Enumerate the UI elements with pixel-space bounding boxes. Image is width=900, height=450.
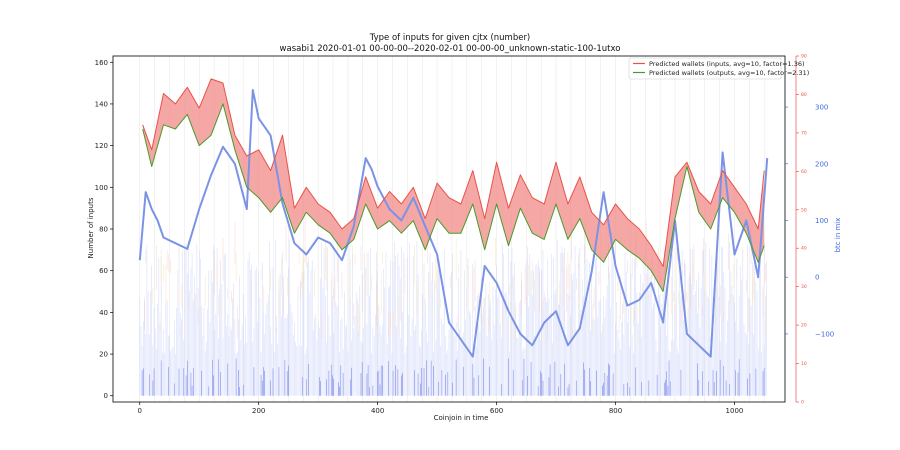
x-tick-label: 400 [371, 407, 384, 415]
right-inner-tick-label: 90 [801, 54, 807, 60]
y-tick-label: 60 [99, 267, 108, 275]
chart-title: Type of inputs for given cjtx (number) [369, 33, 531, 43]
y-tick-label: 100 [95, 184, 108, 192]
inputs-line [142, 78, 765, 267]
outputs-line [142, 103, 765, 292]
x-axis-label: Coinjoin in time [434, 414, 489, 422]
right-outer-tick-label: 300 [815, 104, 828, 112]
y-axis-label: Number of inputs [87, 197, 95, 258]
btc-in-mix-line [138, 89, 769, 358]
x-tick-label: 600 [490, 407, 503, 415]
right-outer-tick-label: 0 [815, 274, 819, 282]
chart-subtitle: wasabi1 2020-01-01 00-00-00--2020-02-01 … [280, 44, 621, 54]
y-axis-right-label: btc in mix [834, 218, 842, 253]
right-outer-tick-label: 200 [815, 160, 828, 168]
right-inner-tick-label: 60 [801, 169, 807, 175]
legend-entry: Predicted wallets (inputs, avg=10, facto… [649, 60, 805, 68]
input-bars [139, 216, 767, 396]
y-tick-label: 0 [104, 392, 108, 400]
right-inner-tick-label: 70 [801, 130, 807, 136]
legend-entry: Predicted wallets (outputs, avg=10, fact… [649, 69, 809, 77]
right-inner-tick-label: 0 [801, 400, 804, 406]
right-outer-tick-label: −100 [815, 330, 834, 338]
difference-area [142, 79, 765, 292]
axes: 0 200 400 600 800 100002040608010012014016001… [95, 54, 835, 416]
right-inner-tick-label: 20 [801, 323, 807, 329]
y-tick-label: 140 [95, 100, 108, 108]
inputs-outputs-area [142, 79, 765, 292]
right-inner-tick-label: 80 [801, 92, 807, 98]
x-tick-label: 0 [138, 407, 142, 415]
legend-box [628, 57, 782, 80]
right-inner-tick-label: 40 [801, 246, 807, 252]
y-tick-label: 120 [95, 142, 108, 150]
series-lines [138, 78, 769, 358]
y-tick-label: 40 [99, 309, 108, 317]
x-tick-label: 1000 [726, 407, 744, 415]
x-tick-label: 800 [609, 407, 622, 415]
y-tick-label: 20 [99, 351, 108, 359]
right-inner-tick-label: 10 [801, 361, 807, 367]
y-tick-label: 160 [95, 59, 108, 67]
right-inner-tick-label: 50 [801, 207, 807, 213]
right-inner-tick-label: 30 [801, 284, 807, 290]
legend: Predicted wallets (inputs, avg=10, facto… [628, 57, 809, 80]
x-tick-label: 200 [252, 407, 265, 415]
y-tick-label: 80 [99, 226, 108, 234]
right-outer-tick-label: 100 [815, 217, 828, 225]
